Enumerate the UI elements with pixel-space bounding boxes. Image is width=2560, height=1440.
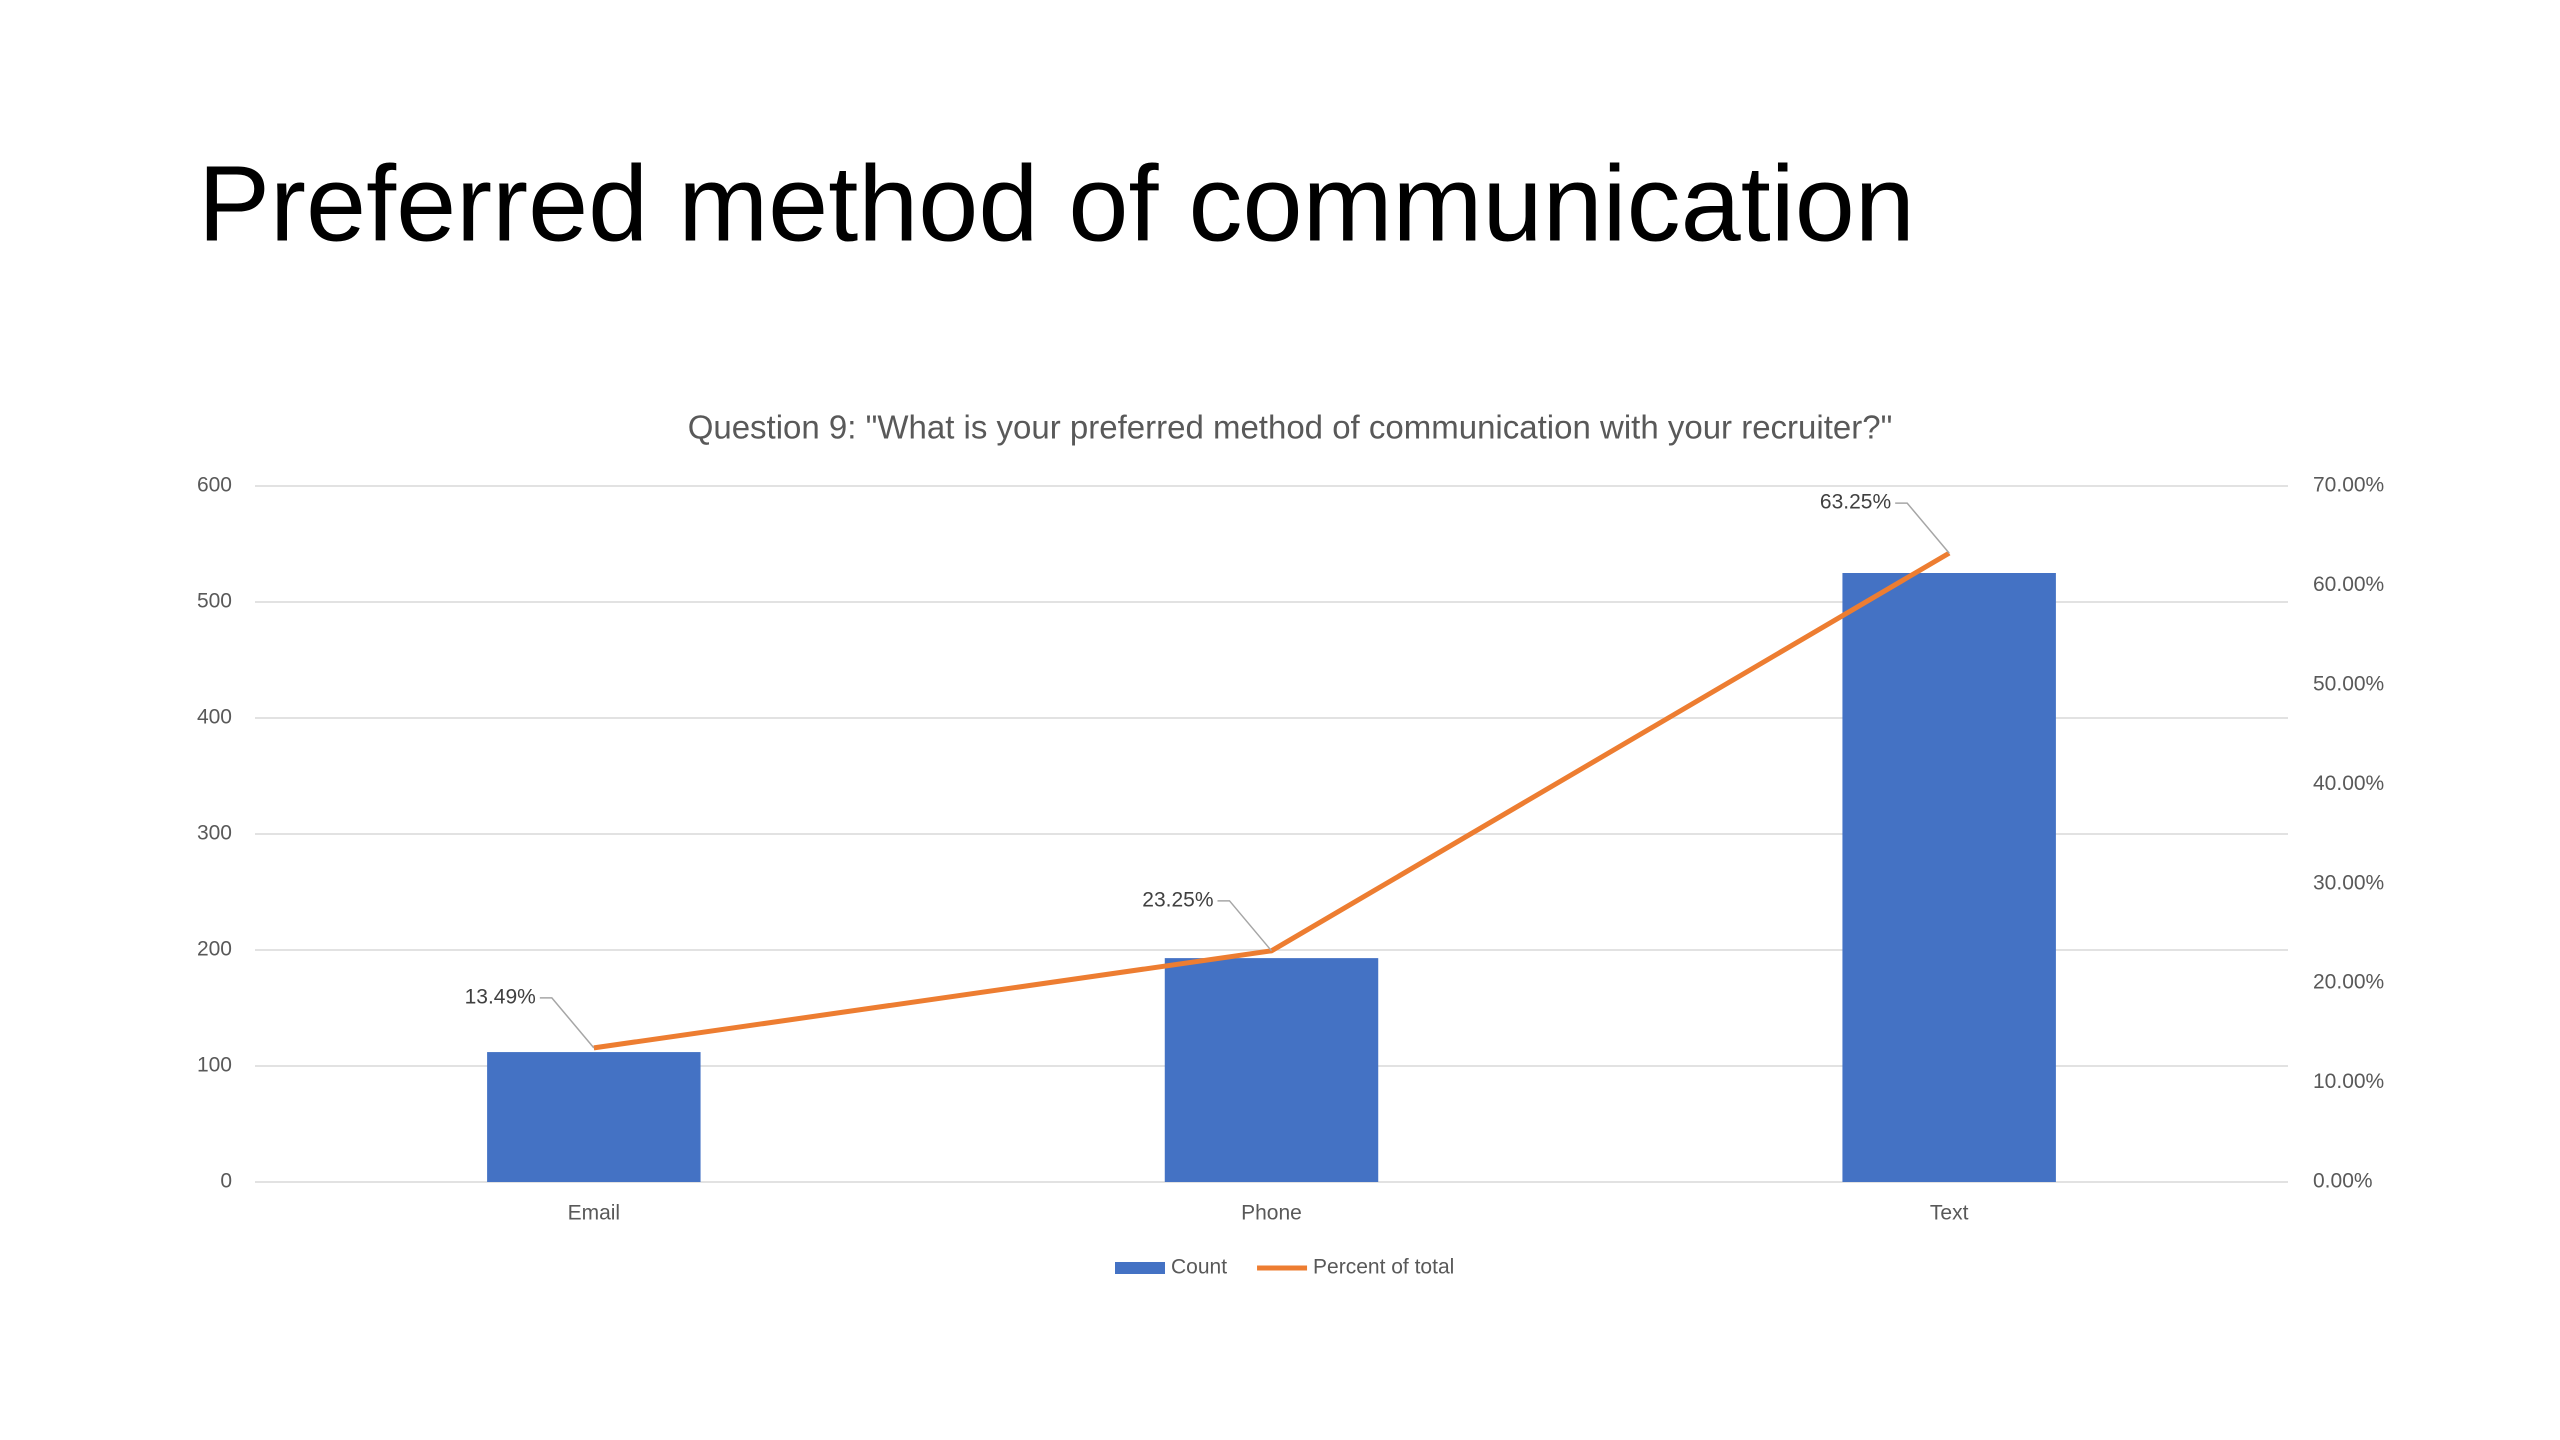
line <box>593 550 1951 1051</box>
legend-label: Percent of total <box>1313 1256 1454 1279</box>
y-tick-label: 400 <box>197 706 232 729</box>
leader-line <box>1217 900 1273 952</box>
y2-tick-label: 40.00% <box>2313 772 2384 795</box>
leader-line <box>1895 502 1950 554</box>
bar <box>1164 958 1379 1182</box>
y2-tick-label: 10.00% <box>2313 1070 2384 1093</box>
legend-label: Count <box>1171 1256 1227 1279</box>
y-tick-label: 300 <box>197 822 232 845</box>
x-tick-label: Phone <box>1241 1202 1302 1225</box>
legend-swatch <box>1115 1262 1165 1274</box>
y2-tick-label: 20.00% <box>2313 971 2384 994</box>
chart-title: Question 9: "What is your preferred meth… <box>688 409 1893 446</box>
y-tick-label: 100 <box>197 1054 232 1077</box>
x-tick-label: Text <box>1930 1202 1969 1225</box>
data-label: 13.49% <box>465 985 536 1008</box>
data-label: 23.25% <box>1142 888 1213 911</box>
data-label: 63.25% <box>1820 491 1891 514</box>
y2-tick-label: 0.00% <box>2313 1170 2373 1193</box>
y2-tick-label: 50.00% <box>2313 672 2384 695</box>
y2-tick-label: 70.00% <box>2313 474 2384 497</box>
bar <box>1842 573 2056 1182</box>
y-tick-label: 200 <box>197 938 232 961</box>
y2-tick-label: 60.00% <box>2313 573 2384 596</box>
leader-line <box>539 997 595 1049</box>
bar <box>487 1052 701 1182</box>
x-tick-label: Email <box>568 1202 621 1225</box>
y2-tick-label: 30.00% <box>2313 871 2384 894</box>
y-tick-label: 600 <box>197 474 232 497</box>
slide-title: Preferred method of communication <box>198 143 1915 264</box>
y-tick-label: 0 <box>220 1170 232 1193</box>
y-tick-label: 500 <box>197 590 232 613</box>
